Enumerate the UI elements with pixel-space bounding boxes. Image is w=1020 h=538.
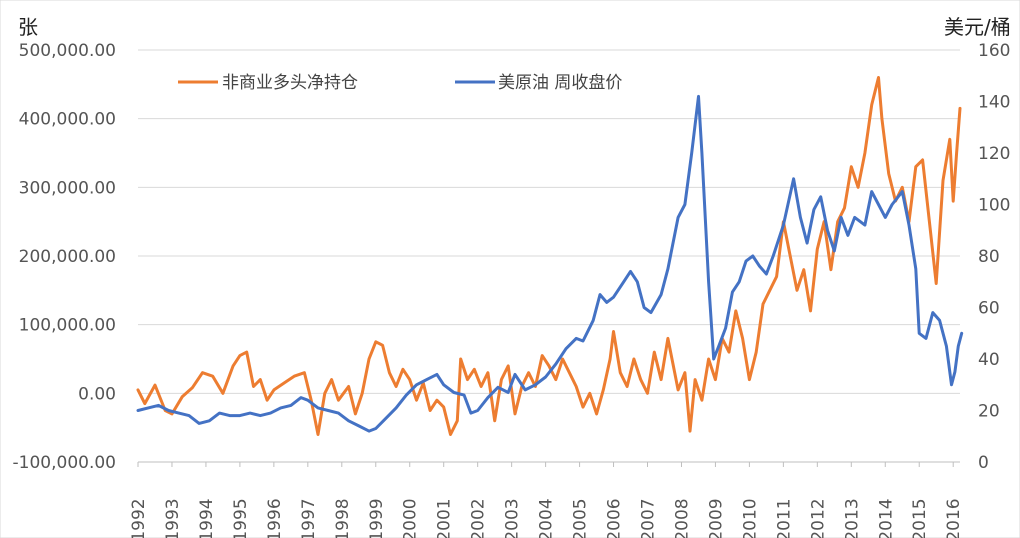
left-axis-unit: 张 — [18, 15, 38, 39]
left-tick-label: 500,000.00 — [19, 41, 116, 61]
left-tick-label: 0.00 — [78, 384, 116, 404]
x-tick-label: 2000 — [401, 498, 421, 538]
x-tick-label: 2009 — [706, 498, 726, 538]
x-tick-label: 2008 — [672, 498, 692, 538]
left-tick-label: 200,000.00 — [19, 247, 116, 267]
right-tick-label: 20 — [978, 402, 1000, 422]
right-tick-label: 140 — [978, 93, 1010, 113]
x-tick-label: 1992 — [129, 498, 149, 538]
right-tick-label: 160 — [978, 41, 1010, 61]
left-tick-label: 400,000.00 — [19, 110, 116, 130]
series-layer — [136, 76, 964, 436]
x-tick-label: 1995 — [231, 498, 251, 538]
x-tick-label: 2005 — [571, 498, 591, 538]
left-tick-label: 100,000.00 — [19, 316, 116, 336]
x-tick-label: 2010 — [740, 498, 760, 538]
legend-label-oil-price: 美原油 周收盘价 — [498, 73, 622, 93]
right-axis-ticks: 0 20 40 60 80 100 120 140 160 — [978, 41, 1010, 473]
x-tick-label: 1996 — [265, 498, 285, 538]
left-axis-ticks: -100,000.00 0.00 100,000.00 200,000.00 300,0… — [13, 41, 116, 473]
right-tick-label: 100 — [978, 196, 1010, 216]
x-tick-label: 2006 — [605, 498, 625, 538]
right-tick-label: 40 — [978, 350, 1000, 370]
x-tick-label: 2007 — [639, 498, 659, 538]
left-tick-label: -100,000.00 — [13, 453, 116, 473]
x-tick-label: 2015 — [910, 498, 930, 538]
x-tick-label: 1999 — [367, 498, 387, 538]
series-line-net-position — [136, 76, 962, 436]
x-tick-label: 2002 — [469, 498, 489, 538]
x-tick-label: 2013 — [842, 498, 862, 538]
legend-label-net-position: 非商业多头净持仓 — [222, 73, 358, 93]
right-tick-label: 0 — [978, 453, 989, 473]
x-tick-label: 1993 — [163, 498, 183, 538]
x-tick-label: 2012 — [808, 498, 828, 538]
x-tick-label: 1994 — [197, 498, 217, 538]
x-tick-label: 1998 — [333, 498, 353, 538]
x-tick-label: 2011 — [774, 498, 794, 538]
x-axis-ticks: 1992 1993 1994 1995 1996 1997 1998 1999 2000 2001… — [129, 462, 964, 538]
x-tick-label: 2014 — [876, 498, 896, 538]
x-tick-label: 2016 — [944, 498, 964, 538]
right-tick-label: 80 — [978, 247, 1000, 267]
legend: 非商业多头净持仓 美原油 周收盘价 — [178, 73, 622, 93]
right-tick-label: 120 — [978, 144, 1010, 164]
x-tick-label: 2004 — [537, 498, 557, 538]
right-tick-label: 60 — [978, 299, 1000, 319]
x-tick-label: 2003 — [503, 498, 523, 538]
x-tick-label: 1997 — [299, 498, 319, 538]
series-line-oil-price — [136, 94, 964, 433]
x-tick-label: 2001 — [435, 498, 455, 538]
left-tick-label: 300,000.00 — [19, 178, 116, 198]
right-axis-unit: 美元/桶 — [944, 15, 1011, 39]
